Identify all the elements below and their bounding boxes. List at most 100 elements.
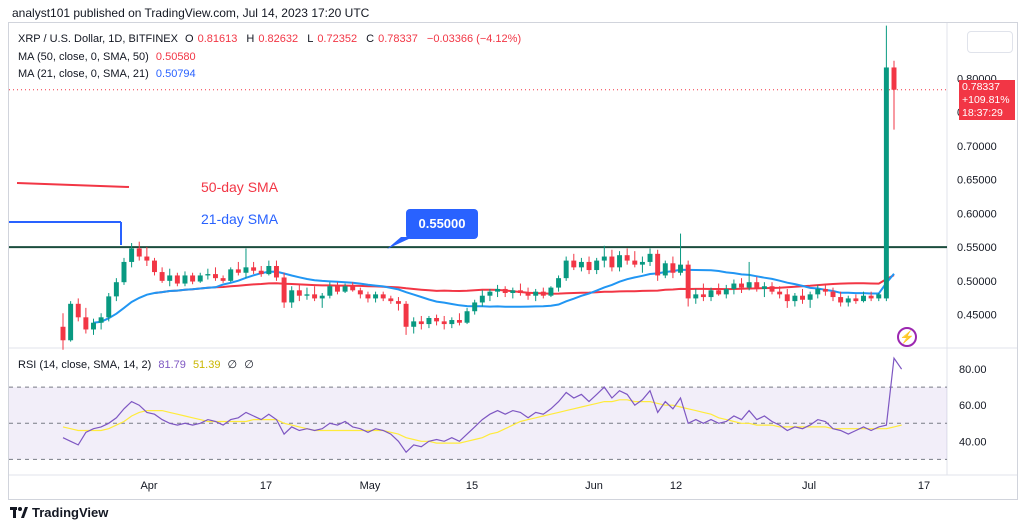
candle-body — [495, 288, 501, 292]
sma21-annotation: 21-day SMA — [201, 211, 279, 227]
rsi-legend: RSI (14, close, SMA, 14, 2) 81.79 51.39 … — [18, 358, 258, 371]
candle-body — [304, 294, 310, 296]
candle-body — [525, 293, 531, 296]
candle-body — [296, 290, 302, 296]
candle-body — [129, 248, 135, 262]
chart-canvas[interactable]: 0.800000.750000.700000.650000.600000.550… — [9, 23, 1017, 499]
candle-body — [373, 294, 379, 299]
ma50-legend: MA (50, close, 0, SMA, 50) 0.50580 — [18, 51, 200, 63]
candle-body — [449, 320, 455, 325]
candle-body — [685, 264, 691, 299]
candle-body — [342, 286, 348, 292]
candle-body — [190, 275, 196, 282]
price-tick-label: 0.55000 — [957, 242, 997, 254]
candle-body — [563, 260, 569, 279]
candle-body — [273, 265, 279, 278]
level-callout[interactable]: 0.55000 — [406, 209, 478, 239]
time-tick-label: 15 — [466, 480, 478, 492]
candle-body — [662, 263, 668, 276]
countdown: 18:37:29 — [962, 107, 1003, 119]
candle-body — [289, 290, 295, 303]
candle-body — [121, 261, 127, 283]
candle-body — [853, 298, 859, 302]
candle-body — [624, 255, 630, 261]
lightning-icon[interactable]: ⚡ — [897, 327, 917, 347]
rsi-tick-label: 40.00 — [959, 436, 987, 448]
candle-body — [456, 320, 462, 323]
candle-body — [472, 302, 478, 312]
candle-body — [60, 326, 66, 341]
candle-body — [548, 287, 554, 296]
candle-body — [800, 295, 805, 300]
chart-frame[interactable]: 0.800000.750000.700000.650000.600000.550… — [8, 22, 1018, 500]
ma21-line — [93, 268, 895, 324]
candle-body — [678, 264, 684, 273]
candle-body — [845, 298, 851, 303]
sma50-annotation: 50-day SMA — [201, 179, 279, 195]
candle-body — [403, 303, 409, 327]
ma50-label: MA (50, close, 0, SMA, 50) — [18, 51, 149, 63]
candle-body — [266, 265, 272, 275]
maximize-button[interactable] — [967, 31, 1013, 53]
candle-body — [212, 274, 218, 279]
candle-body — [68, 303, 74, 341]
candle-body — [517, 290, 523, 294]
candle-body — [655, 253, 661, 276]
ma21-value: 0.50794 — [155, 68, 196, 80]
candle-body — [395, 301, 401, 304]
candle-body — [350, 286, 356, 291]
candle-body — [830, 291, 836, 298]
candle-body — [479, 295, 485, 303]
symbol-name: XRP / U.S. Dollar, 1D, BITFINEX — [18, 33, 178, 45]
rsi-ma-line — [62, 399, 902, 444]
last-price-tag: 0.78337 +109.81% 18:37:29 — [959, 80, 1015, 120]
candle-body — [167, 275, 173, 281]
time-tick-label: Jun — [585, 480, 603, 492]
brand-name: TradingView — [32, 505, 109, 520]
candle-body — [113, 282, 119, 297]
candle-body — [761, 286, 767, 289]
candle-body — [556, 278, 562, 288]
candle-body — [731, 283, 737, 289]
candle-body — [571, 260, 577, 268]
rsi-tick-label: 60.00 — [959, 400, 987, 412]
candle-body — [144, 256, 150, 261]
candle-body — [98, 317, 104, 323]
candle-body — [868, 295, 874, 299]
candle-body — [434, 317, 440, 322]
candle-body — [334, 286, 340, 292]
candle-body — [182, 275, 188, 284]
candle-body — [251, 267, 257, 271]
callout-pointer — [387, 237, 413, 249]
candle-body — [716, 290, 722, 295]
candle-body — [792, 295, 798, 302]
last-price: 0.78337 — [962, 81, 1000, 93]
candle-body — [327, 286, 333, 296]
tradingview-logo-icon — [10, 507, 28, 518]
ma21-legend: MA (21, close, 0, SMA, 21) 0.50794 — [18, 68, 200, 80]
candle-body — [441, 321, 447, 325]
ma50-value: 0.50580 — [155, 51, 196, 63]
high-value: 0.82632 — [258, 33, 299, 45]
candle-body — [632, 260, 638, 265]
candle-body — [152, 260, 157, 273]
candle-body — [693, 294, 699, 299]
publisher-text: analyst101 published on TradingView.com,… — [12, 6, 370, 20]
open-value: 0.81613 — [197, 33, 238, 45]
candle-body — [533, 291, 539, 296]
candle-body — [235, 269, 241, 273]
candle-body — [418, 321, 424, 325]
candle-body — [586, 261, 592, 271]
candle-body — [365, 294, 371, 299]
candle-body — [708, 290, 714, 298]
candle-body — [647, 253, 653, 262]
candle-body — [136, 248, 142, 257]
publish-header: analyst101 published on TradingView.com,… — [0, 0, 1024, 22]
candle-body — [639, 261, 645, 265]
candle-body — [228, 269, 234, 281]
candle-body — [487, 291, 493, 296]
candle-body — [876, 294, 882, 299]
candle-body — [357, 290, 363, 295]
candle-body — [464, 311, 470, 323]
rsi-value: 81.79 — [158, 359, 186, 371]
